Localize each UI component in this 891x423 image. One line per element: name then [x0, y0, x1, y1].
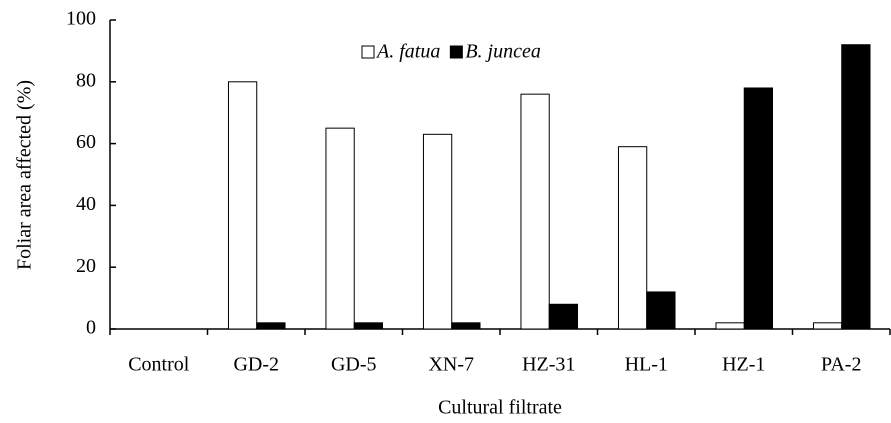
bar [520, 93, 550, 330]
bar [812, 322, 843, 330]
x-tick-label: PA-2 [821, 354, 861, 376]
bar [353, 322, 384, 330]
y-tick-label: 100 [66, 8, 96, 30]
bar [422, 133, 453, 330]
x-tick-label: XN-7 [428, 354, 474, 376]
x-tick-label: GD-2 [233, 354, 279, 376]
bar [841, 44, 871, 330]
x-axis-title: Cultural filtrate [438, 397, 562, 419]
bar [617, 146, 648, 330]
bar [451, 322, 481, 330]
bar [743, 87, 774, 330]
x-tick-label: HZ-1 [722, 354, 765, 376]
legend-label: B. juncea [465, 41, 541, 63]
y-tick-label: 20 [76, 255, 96, 277]
x-tick-label: Control [128, 354, 190, 376]
y-tick-label: 80 [76, 69, 96, 91]
bar [256, 322, 286, 330]
x-tick-label: HZ-31 [522, 354, 575, 376]
y-axis-title: Foliar area affected (%) [14, 80, 36, 270]
bar [715, 322, 745, 330]
y-tick-label: 60 [76, 131, 96, 153]
x-tick-label: HL-1 [625, 354, 668, 376]
legend-label: A. fatua [375, 41, 440, 63]
x-tick-label: GD-5 [331, 354, 377, 376]
legend-swatch [361, 45, 375, 59]
y-tick-label: 0 [86, 317, 96, 339]
bar [646, 291, 676, 330]
legend-swatch [449, 45, 463, 59]
bar [325, 127, 355, 330]
y-tick-label: 40 [76, 193, 96, 215]
bar [548, 303, 579, 330]
bar [227, 81, 258, 330]
